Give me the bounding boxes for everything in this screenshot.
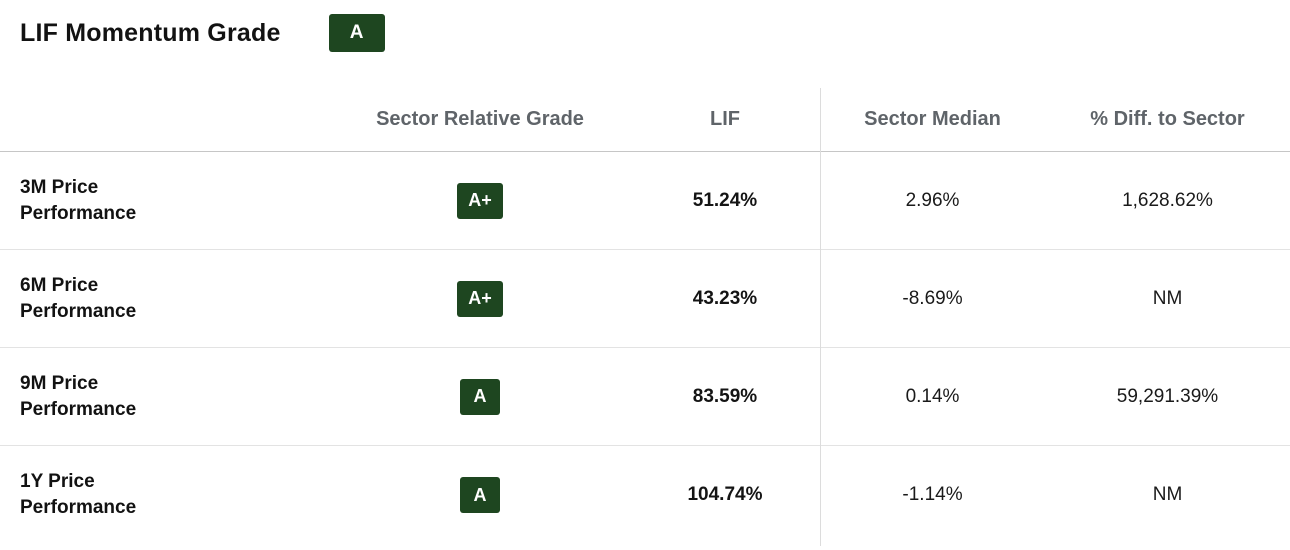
col-header-diff-to-sector: % Diff. to Sector xyxy=(1090,108,1245,130)
lif-value: 104.74% xyxy=(687,484,763,505)
widget-header: LIF Momentum Grade A xyxy=(0,0,1290,52)
grade-cell: A xyxy=(330,477,630,513)
diff-to-sector-value: NM xyxy=(1152,484,1183,505)
diff-to-sector-value: 59,291.39% xyxy=(1116,385,1219,407)
row-label: 3M Price Performance xyxy=(20,176,137,224)
lif-value: 83.59% xyxy=(692,385,758,407)
col-header-sector-median: Sector Median xyxy=(864,108,1001,130)
grade-cell: A+ xyxy=(330,280,630,317)
sector-median-value: 2.96% xyxy=(905,189,960,211)
grade-cell: A+ xyxy=(330,182,630,219)
page-title: LIF Momentum Grade xyxy=(20,18,281,47)
table-row-3m: 3M Price Performance A+ 51.24% 2.96% 1,6… xyxy=(0,152,1290,250)
diff-to-sector-value: 1,628.62% xyxy=(1122,189,1213,211)
row-label: 9M Price Performance xyxy=(20,372,137,420)
overall-grade-badge: A xyxy=(328,14,385,52)
grade-badge: A xyxy=(460,378,500,415)
grade-cell: A xyxy=(330,378,630,415)
row-label-cell: 6M Price Performance xyxy=(0,273,330,325)
column-divider xyxy=(820,88,821,546)
table-row-6m: 6M Price Performance A+ 43.23% -8.69% NM xyxy=(0,250,1290,348)
grade-badge: A+ xyxy=(457,280,503,317)
row-label-cell: 9M Price Performance xyxy=(0,371,330,423)
diff-to-sector-value: NM xyxy=(1152,287,1183,309)
sector-median-value: -8.69% xyxy=(902,287,963,309)
sector-median-value: -1.14% xyxy=(902,484,963,505)
lif-value: 43.23% xyxy=(692,287,758,309)
col-header-lif: LIF xyxy=(710,108,740,130)
row-label: 6M Price Performance xyxy=(20,274,137,322)
table-row-9m: 9M Price Performance A 83.59% 0.14% 59,2… xyxy=(0,348,1290,446)
table-header-row: Sector Relative Grade LIF Sector Median … xyxy=(0,88,1290,152)
grade-badge: A+ xyxy=(457,182,503,219)
col-header-sector-relative-grade: Sector Relative Grade xyxy=(376,108,584,130)
lif-value: 51.24% xyxy=(692,189,758,211)
row-label-cell: 1Y Price Performance xyxy=(0,469,330,521)
row-label-cell: 3M Price Performance xyxy=(0,175,330,227)
sector-median-value: 0.14% xyxy=(905,385,960,407)
grade-badge: A xyxy=(460,477,500,513)
row-label: 1Y Price Performance xyxy=(20,471,137,518)
table-row-1y: 1Y Price Performance A 104.74% -1.14% NM xyxy=(0,446,1290,544)
